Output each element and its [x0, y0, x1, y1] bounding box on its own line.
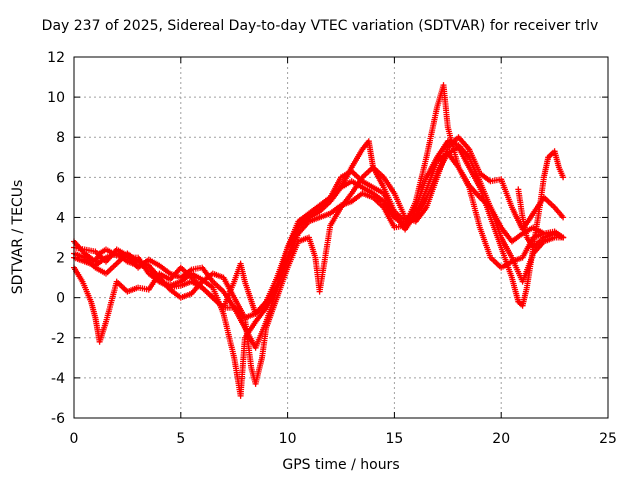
chart-title: Day 237 of 2025, Sidereal Day-to-day VTE…	[41, 18, 599, 34]
series-track-1	[71, 82, 567, 399]
axis-ticks: 0 5 10 15 20 25 -6 -4 -2 0 2 4 6 8 10 12	[47, 50, 617, 447]
series-track-6	[515, 148, 567, 251]
series-marker-path	[515, 148, 567, 251]
x-tick-label: 10	[279, 431, 297, 447]
y-tick-label: -6	[51, 411, 65, 427]
series-marker-path	[71, 150, 567, 321]
data-series	[71, 82, 567, 399]
series-track-4	[71, 150, 567, 321]
x-tick-label: 20	[492, 431, 510, 447]
y-tick-label: 0	[56, 291, 65, 307]
x-tick-label: 5	[176, 431, 185, 447]
y-tick-label: -4	[51, 371, 65, 387]
y-tick-label: 6	[56, 170, 65, 186]
series-marker-path	[71, 82, 567, 399]
x-tick-label: 15	[385, 431, 403, 447]
x-tick-label: 25	[599, 431, 617, 447]
series-track-2	[71, 144, 567, 351]
y-tick-label: -2	[51, 331, 65, 347]
plot-frame	[73, 56, 609, 419]
y-tick-label: 12	[47, 50, 65, 66]
x-axis-label: GPS time / hours	[282, 457, 400, 473]
x-tick-label: 0	[70, 431, 79, 447]
y-tick-label: 8	[56, 130, 65, 146]
series-marker-path	[71, 144, 567, 351]
y-tick-label: 2	[56, 251, 65, 267]
y-tick-label: 10	[47, 90, 65, 106]
y-tick-label: 4	[56, 210, 65, 226]
